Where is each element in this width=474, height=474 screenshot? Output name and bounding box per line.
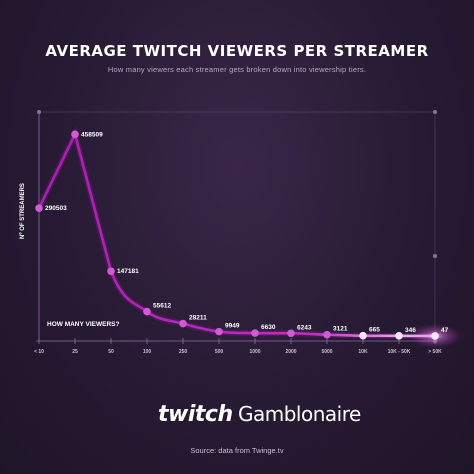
- data-point: [71, 130, 79, 139]
- x-axis-label: HOW MANY VIEWERS?: [47, 321, 119, 328]
- axis-corner-dot: [433, 254, 437, 258]
- data-point: [179, 319, 187, 328]
- gamblonaire-logo: Gamblonaire: [238, 402, 361, 426]
- x-tick-label: 250: [179, 349, 188, 355]
- data-label: 346: [405, 327, 416, 334]
- data-label: 290503: [45, 205, 67, 212]
- data-point: [323, 330, 331, 339]
- twitch-logo: twitch: [158, 402, 233, 427]
- axis-corner-dot: [37, 110, 41, 114]
- data-point: [35, 204, 43, 212]
- data-label: 9949: [225, 323, 240, 330]
- data-label: 458509: [81, 131, 103, 138]
- x-tick-label: 25: [72, 349, 78, 355]
- logo-bar: twitch Gamblonaire: [0, 400, 474, 430]
- x-tick-label: 50: [108, 349, 114, 355]
- x-tick-label: 5000: [321, 349, 332, 355]
- data-point: [143, 307, 151, 316]
- x-tick-label: > 50K: [428, 349, 442, 355]
- data-point: [287, 329, 295, 338]
- series-line: [37, 132, 437, 338]
- x-tick-label: 10K: [358, 349, 368, 355]
- x-tick-label: 10K - 50K: [388, 349, 411, 355]
- data-point: [251, 329, 259, 337]
- chart-subtitle: How many viewers each streamer gets brok…: [107, 65, 367, 74]
- x-tick-label: < 10: [34, 349, 44, 355]
- x-tick-label: 2000: [285, 349, 296, 355]
- data-point: [431, 332, 439, 340]
- x-tick-label: 1000: [249, 349, 260, 355]
- chart-title: AVERAGE TWITCH VIEWERS PER STREAMER: [45, 42, 429, 60]
- data-label: 47: [441, 327, 449, 334]
- y-axis-label: Nº OF STREAMERS: [20, 183, 26, 239]
- source-note: Source: data from Twinge.tv: [190, 446, 284, 455]
- data-label: 6630: [261, 324, 276, 331]
- axis-corner-dot: [433, 110, 437, 114]
- data-label: 6243: [297, 324, 312, 331]
- data-label: 28211: [189, 315, 207, 322]
- data-point: [359, 331, 367, 340]
- data-point: [107, 267, 115, 276]
- series-line-glow: [36, 125, 438, 339]
- data-point: [215, 327, 223, 336]
- data-label: 665: [369, 327, 380, 334]
- x-tick-label: 500: [215, 349, 224, 355]
- x-tick-label: 100: [143, 349, 152, 355]
- data-label: 147181: [117, 268, 139, 275]
- data-point: [395, 332, 403, 340]
- data-label: 55612: [153, 303, 171, 310]
- data-label: 3121: [333, 326, 348, 333]
